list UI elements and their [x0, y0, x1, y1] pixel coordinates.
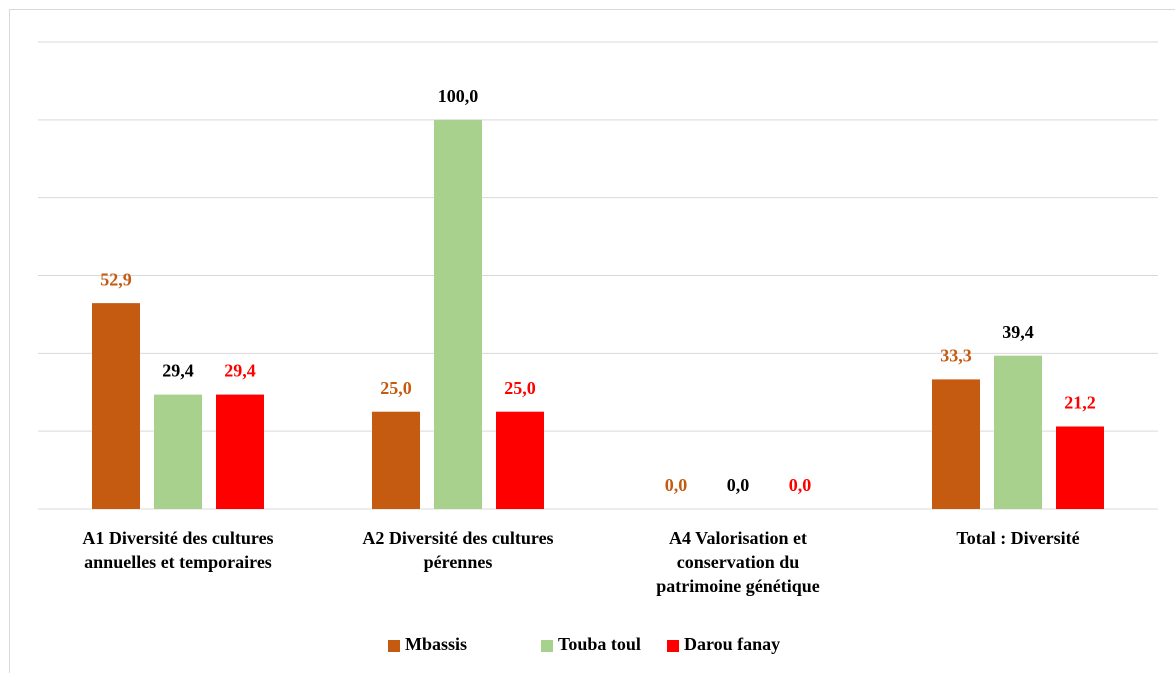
- chart-frame: [10, 10, 1175, 674]
- value-label: 100,0: [438, 86, 479, 106]
- value-label: 25,0: [380, 378, 412, 398]
- legend-swatch: [541, 640, 553, 652]
- bar: [932, 379, 980, 509]
- value-label: 25,0: [504, 378, 536, 398]
- bar: [1056, 426, 1104, 509]
- value-label: 0,0: [727, 475, 750, 495]
- x-tick-label: conservation du: [677, 552, 800, 572]
- value-label: 29,4: [224, 361, 256, 381]
- bar: [994, 356, 1042, 509]
- x-tick-label: annuelles et temporaires: [84, 552, 272, 572]
- bar: [216, 395, 264, 509]
- value-label: 33,3: [940, 346, 972, 366]
- x-tick-label: A2 Diversité des cultures: [362, 528, 553, 548]
- x-tick-label: A4 Valorisation et: [669, 528, 807, 548]
- bar: [154, 395, 202, 509]
- value-label: 39,4: [1002, 322, 1034, 342]
- bar: [434, 120, 482, 509]
- value-label: 52,9: [100, 269, 132, 289]
- legend-label: Mbassis: [405, 634, 467, 654]
- bar: [496, 412, 544, 509]
- value-label: 0,0: [789, 475, 812, 495]
- bar: [92, 303, 140, 509]
- x-tick-label: A1 Diversité des cultures: [82, 528, 273, 548]
- legend-label: Darou fanay: [684, 634, 780, 654]
- x-tick-label: Total : Diversité: [956, 528, 1079, 548]
- value-label: 0,0: [665, 475, 688, 495]
- value-label: 29,4: [162, 361, 194, 381]
- value-label: 21,2: [1064, 393, 1096, 413]
- x-tick-label: patrimoine génétique: [656, 576, 820, 596]
- legend-label: Touba toul: [558, 634, 641, 654]
- legend-swatch: [667, 640, 679, 652]
- x-tick-label: pérennes: [424, 552, 493, 572]
- legend-swatch: [388, 640, 400, 652]
- bar: [372, 412, 420, 509]
